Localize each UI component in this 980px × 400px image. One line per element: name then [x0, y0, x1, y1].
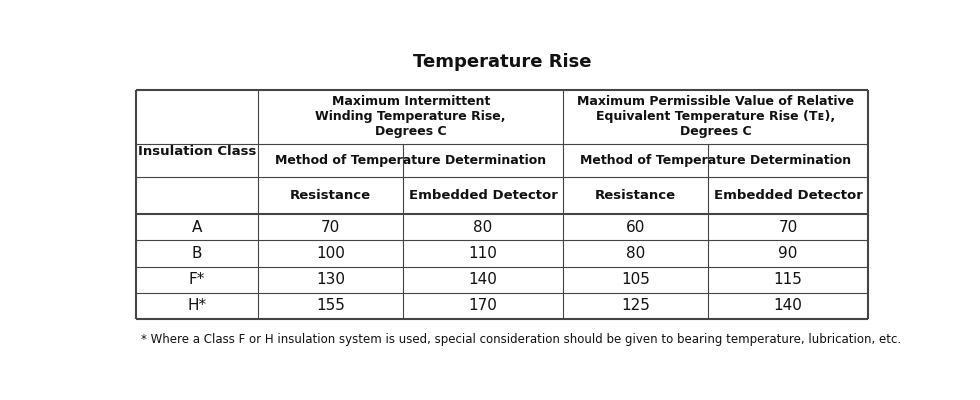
Text: 140: 140: [468, 272, 498, 287]
Text: H*: H*: [187, 298, 207, 314]
Text: 60: 60: [626, 220, 645, 235]
Text: 70: 70: [320, 220, 340, 235]
Text: 155: 155: [317, 298, 345, 314]
Text: 100: 100: [317, 246, 345, 261]
Text: Embedded Detector: Embedded Detector: [409, 189, 558, 202]
Text: 70: 70: [778, 220, 798, 235]
Text: 105: 105: [621, 272, 650, 287]
Text: Maximum Permissible Value of Relative
Equivalent Temperature Rise (Tᴇ),
Degrees : Maximum Permissible Value of Relative Eq…: [577, 96, 855, 138]
Text: Resistance: Resistance: [595, 189, 676, 202]
Text: B: B: [192, 246, 203, 261]
Text: 140: 140: [773, 298, 803, 314]
Text: 115: 115: [773, 272, 803, 287]
Text: Method of Temperature Determination: Method of Temperature Determination: [580, 154, 852, 168]
Text: Method of Temperature Determination: Method of Temperature Determination: [275, 154, 546, 168]
Text: 90: 90: [778, 246, 798, 261]
Text: Embedded Detector: Embedded Detector: [713, 189, 862, 202]
Text: Temperature Rise: Temperature Rise: [413, 53, 592, 71]
Text: * Where a Class F or H insulation system is used, special consideration should b: * Where a Class F or H insulation system…: [141, 332, 901, 346]
Text: A: A: [192, 220, 203, 235]
Text: Insulation Class: Insulation Class: [138, 145, 257, 158]
Text: Resistance: Resistance: [290, 189, 371, 202]
Text: F*: F*: [189, 272, 206, 287]
Text: Maximum Intermittent
Winding Temperature Rise,
Degrees C: Maximum Intermittent Winding Temperature…: [316, 96, 506, 138]
Text: 80: 80: [473, 220, 493, 235]
Text: 130: 130: [316, 272, 345, 287]
Text: 125: 125: [621, 298, 650, 314]
Text: 110: 110: [468, 246, 498, 261]
Text: 80: 80: [626, 246, 645, 261]
Text: 170: 170: [468, 298, 498, 314]
